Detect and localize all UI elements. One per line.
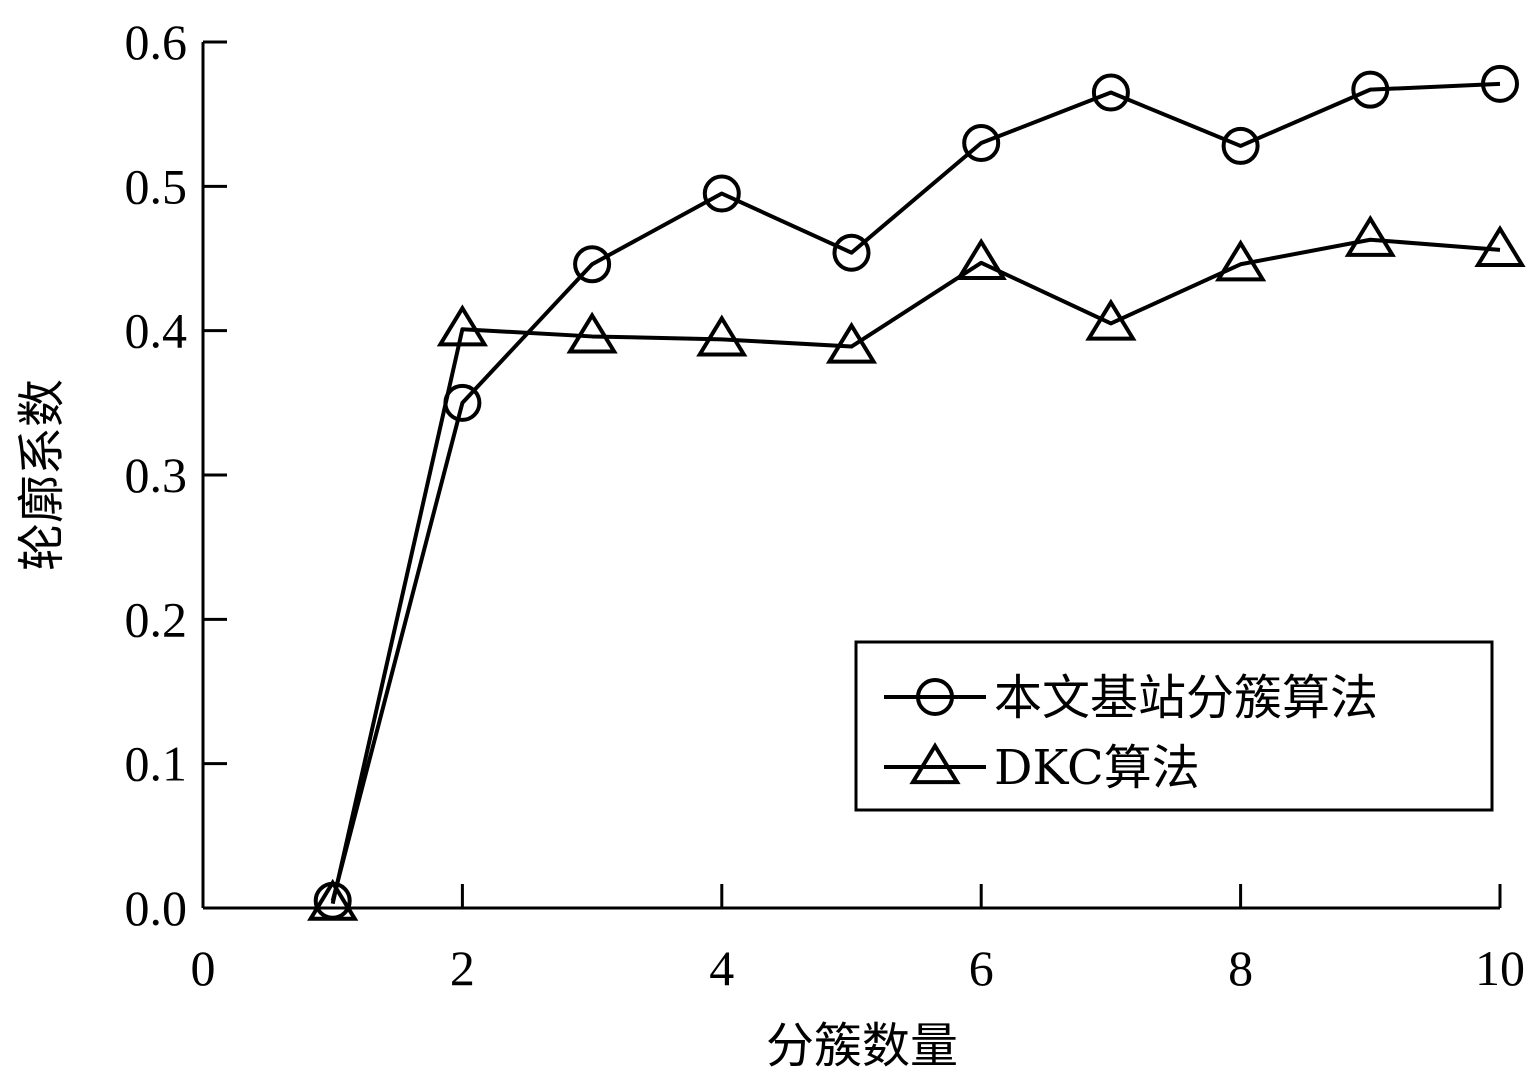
x-tick-label: 6: [969, 940, 994, 996]
x-tick-label: 10: [1475, 940, 1525, 996]
y-tick-label: 0.5: [125, 158, 188, 214]
y-tick-label: 0.1: [125, 736, 188, 792]
series-2-point: [566, 311, 618, 354]
series-1-point: [832, 233, 871, 272]
series-2-point: [436, 304, 489, 347]
y-tick-label: 0.2: [125, 591, 188, 647]
legend-circle-marker: [916, 678, 954, 716]
series-2-point: [1085, 298, 1137, 341]
x-axis-title: 分簇数量: [766, 1018, 958, 1074]
series-2-point: [1344, 214, 1396, 257]
axes: 0.0 0.1 0.2 0.3 0.4 0.5 0.6 0 2 4 6 8 10: [125, 14, 1526, 996]
series-2-point: [955, 237, 1007, 280]
series-2-point: [1474, 225, 1526, 267]
y-tick-label: 0.0: [125, 880, 188, 936]
series-1-point: [1481, 64, 1519, 103]
y-tick-label: 0.3: [125, 447, 188, 503]
x-tick-label: 0: [191, 940, 216, 996]
series-2-point: [696, 314, 748, 357]
x-tick-label: 4: [709, 940, 734, 996]
series-1-point: [702, 174, 741, 213]
y-tick-label: 0.6: [125, 14, 188, 70]
series-1-point: [1221, 126, 1260, 165]
legend: 本文基站分簇算法 DKC算法: [854, 640, 1494, 812]
series-2-point: [1214, 239, 1267, 282]
series-2-point: [307, 878, 359, 921]
legend-box: [854, 640, 1494, 812]
series-1-point: [1091, 73, 1130, 112]
series-1-point: [962, 124, 1001, 163]
legend-label: 本文基站分簇算法: [994, 670, 1378, 726]
legend-label: DKC算法: [994, 740, 1200, 796]
series-2-point: [825, 321, 878, 364]
series-2: [307, 214, 1526, 921]
y-axis-title: 轮廓系数: [14, 379, 70, 571]
series-2-line: [330, 237, 1501, 905]
legend-triangle-marker: [909, 742, 961, 785]
y-tick-label: 0.4: [125, 303, 188, 359]
series-layer: [307, 64, 1526, 921]
series-1-point: [573, 245, 612, 284]
x-tick-label: 8: [1228, 940, 1253, 996]
series-1-point: [1351, 70, 1390, 109]
x-tick-label: 2: [450, 940, 475, 996]
